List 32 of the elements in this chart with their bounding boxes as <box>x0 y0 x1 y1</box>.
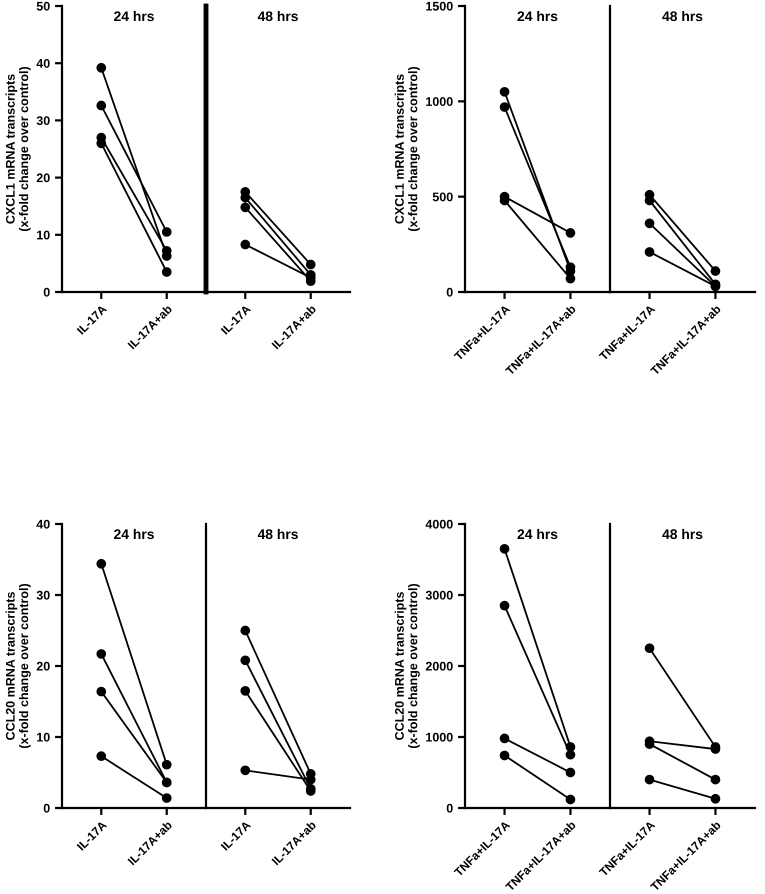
y-tick-label: 0 <box>446 288 453 297</box>
y-axis-title: CCL20 mRNA transcripts (x-fold change over control) <box>394 584 420 748</box>
y-tick-label: 10 <box>37 732 50 742</box>
y-tick-label: 20 <box>36 173 50 182</box>
y-tick-label: 20 <box>36 662 50 671</box>
y-tick-label: 10 <box>37 230 50 240</box>
y-tick-label: 2000 <box>426 662 453 671</box>
y-tick-label: 1500 <box>426 2 453 11</box>
y-tick-label: 50 <box>36 2 50 11</box>
y-tick-label: 1000 <box>426 97 453 106</box>
y-tick-label: 1000 <box>426 732 453 742</box>
y-tick-label: 40 <box>36 59 50 68</box>
y-axis-title: CXCL1 mRNA transcripts (x-fold change over control) <box>6 66 31 232</box>
y-axis-title: CXCL1 mRNA transcripts (x-fold change over control) <box>394 66 420 232</box>
chart-title: 48 hrs <box>258 10 298 22</box>
y-tick-label: 30 <box>36 116 50 126</box>
y-tick-label: 500 <box>432 192 453 202</box>
y-tick-label: 0 <box>446 804 453 813</box>
chart-title: 48 hrs <box>662 528 702 540</box>
chart-title: 48 hrs <box>258 528 298 540</box>
y-tick-label: 3000 <box>426 590 453 600</box>
chart-title: 24 hrs <box>114 10 154 22</box>
y-tick-label: 4000 <box>426 520 453 529</box>
y-tick-label: 40 <box>36 520 50 529</box>
y-tick-label: 30 <box>36 590 50 600</box>
chart-title: 24 hrs <box>518 528 558 540</box>
y-tick-label: 0 <box>44 804 50 813</box>
y-axis-title: CCL20 mRNA transcripts (x-fold change over control) <box>6 584 31 748</box>
y-tick-label: 0 <box>44 288 50 297</box>
chart-title: 48 hrs <box>662 10 702 22</box>
chart-title: 24 hrs <box>518 10 558 22</box>
chart-title: 24 hrs <box>114 528 154 540</box>
